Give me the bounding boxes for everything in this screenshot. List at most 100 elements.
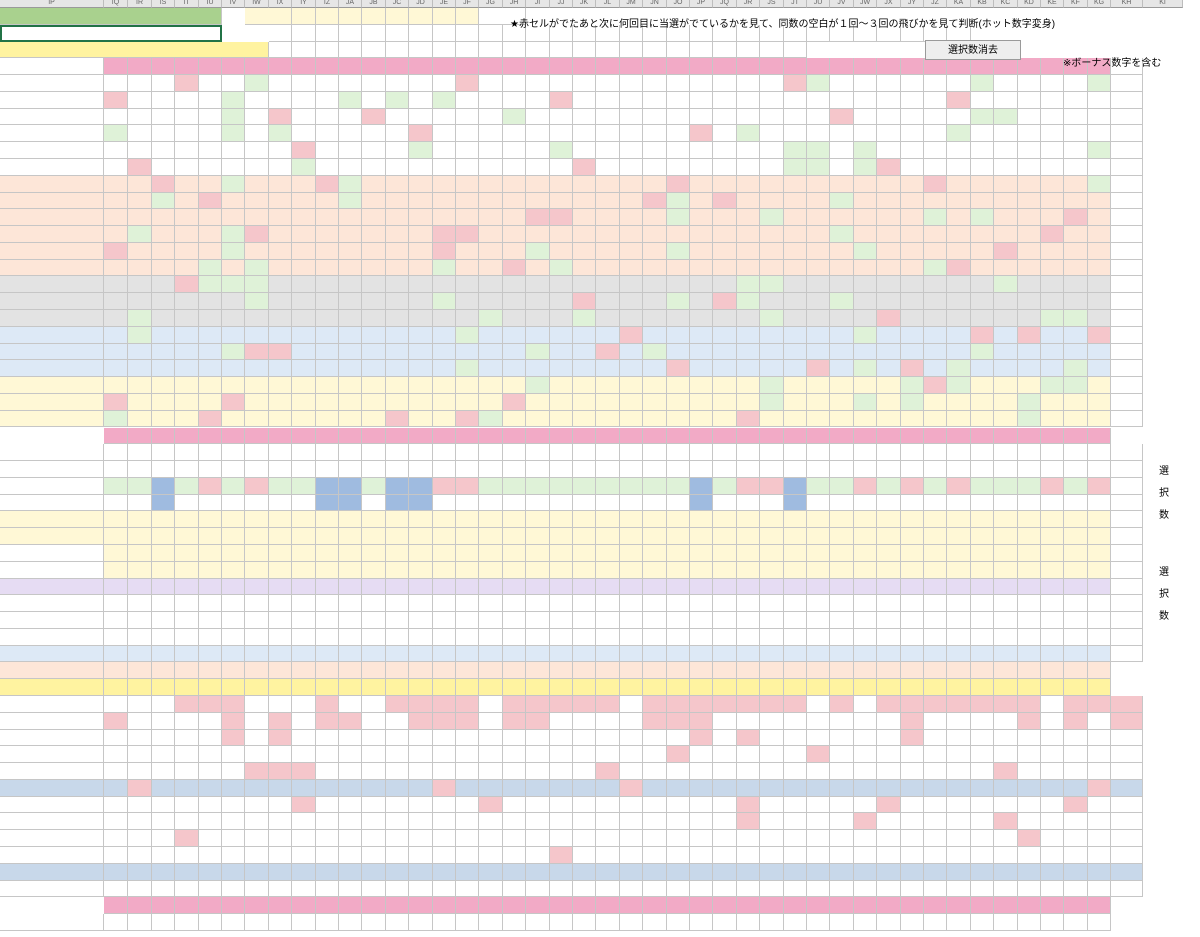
- stat-cell[interactable]: [971, 847, 994, 864]
- draw-cell[interactable]: [1041, 343, 1064, 361]
- draw-cell[interactable]: [1041, 410, 1064, 428]
- stat-cell[interactable]: [784, 863, 807, 881]
- number-header[interactable]: [456, 58, 479, 76]
- draw-cell[interactable]: [175, 125, 199, 143]
- draw-cell[interactable]: [994, 91, 1018, 109]
- stat-cell[interactable]: [550, 712, 573, 730]
- hit-cell[interactable]: [924, 377, 947, 394]
- stat-cell[interactable]: [386, 746, 409, 764]
- draw-cell[interactable]: [316, 192, 339, 210]
- analysis-cell[interactable]: [784, 528, 807, 545]
- stat-cell[interactable]: [362, 880, 386, 898]
- hits-label[interactable]: [0, 914, 104, 931]
- missing-label[interactable]: [0, 662, 104, 680]
- draw-id[interactable]: [0, 192, 104, 210]
- analysis-cell[interactable]: [971, 628, 994, 646]
- hits-value[interactable]: [807, 914, 830, 931]
- analysis-cell[interactable]: [924, 494, 947, 512]
- draw-cell[interactable]: [409, 175, 433, 193]
- analysis-cell[interactable]: [667, 444, 690, 462]
- draw-cell[interactable]: [807, 108, 830, 126]
- column-header-ka[interactable]: KA: [947, 0, 971, 8]
- draw-cell[interactable]: [503, 410, 526, 428]
- stat-cell[interactable]: [620, 763, 643, 780]
- stat-cell[interactable]: [1064, 729, 1088, 747]
- draw-cell[interactable]: [901, 326, 924, 344]
- stat-cell[interactable]: [175, 729, 199, 747]
- draw-cell[interactable]: [924, 108, 947, 126]
- draw-cell[interactable]: [1018, 226, 1041, 243]
- column-header-je[interactable]: JE: [433, 0, 456, 8]
- bonus-value[interactable]: [1111, 75, 1143, 92]
- draw-cell[interactable]: [830, 91, 854, 109]
- analysis-cell[interactable]: [292, 494, 316, 512]
- analysis-cell[interactable]: [456, 494, 479, 512]
- draw-cell[interactable]: [1088, 192, 1111, 210]
- draw-cell[interactable]: [245, 175, 269, 193]
- hits-value[interactable]: [667, 914, 690, 931]
- analysis-cell[interactable]: [362, 494, 386, 512]
- draw-cell[interactable]: [386, 293, 409, 311]
- hits-value[interactable]: [222, 914, 245, 931]
- stat-cell[interactable]: [901, 830, 924, 847]
- analysis-cell[interactable]: [433, 444, 456, 462]
- stat-cell[interactable]: [479, 746, 503, 764]
- analysis-cell[interactable]: [245, 578, 269, 596]
- stat-cell[interactable]: [760, 880, 784, 898]
- stat-cell[interactable]: [456, 729, 479, 747]
- draw-cell[interactable]: [152, 125, 175, 143]
- draw-cell[interactable]: [175, 326, 199, 344]
- draw-cell[interactable]: [1018, 192, 1041, 210]
- bonus-value[interactable]: [1111, 209, 1143, 227]
- period-index[interactable]: [292, 24, 316, 42]
- stat-cell[interactable]: [994, 813, 1018, 831]
- analysis-cell[interactable]: [690, 477, 713, 495]
- column-header-kh[interactable]: KH: [1111, 0, 1143, 8]
- draw-cell[interactable]: [479, 326, 503, 344]
- analysis-cell[interactable]: [269, 494, 292, 512]
- analysis-cell[interactable]: [1018, 461, 1041, 478]
- analysis-label[interactable]: [0, 612, 104, 629]
- number-header[interactable]: [901, 58, 924, 76]
- stat-cell[interactable]: [386, 729, 409, 747]
- draw-cell[interactable]: [386, 276, 409, 294]
- column-header-iv[interactable]: IV: [222, 0, 245, 8]
- analysis-cell[interactable]: [245, 628, 269, 646]
- draw-cell[interactable]: [690, 360, 713, 378]
- draw-cell[interactable]: [1088, 343, 1111, 361]
- analysis-cell[interactable]: [526, 461, 550, 478]
- analysis-cell[interactable]: [807, 612, 830, 629]
- analysis-cell[interactable]: [433, 477, 456, 495]
- analysis-cell[interactable]: [901, 578, 924, 596]
- hits-value[interactable]: [994, 914, 1018, 931]
- draw-cell[interactable]: [292, 326, 316, 344]
- number-header[interactable]: [222, 427, 245, 445]
- number-header[interactable]: [1018, 58, 1041, 76]
- analysis-cell[interactable]: [713, 544, 737, 562]
- stat-cell[interactable]: [409, 712, 433, 730]
- draw-cell[interactable]: [713, 310, 737, 327]
- stat-cell[interactable]: [643, 746, 667, 764]
- analysis-cell[interactable]: [152, 444, 175, 462]
- hit-cell[interactable]: [199, 410, 222, 428]
- analysis-cell[interactable]: [830, 612, 854, 629]
- analysis-cell[interactable]: [807, 595, 830, 613]
- pick-number[interactable]: [386, 8, 409, 25]
- draw-cell[interactable]: [503, 159, 526, 176]
- stat-cell[interactable]: [854, 712, 877, 730]
- draw-cell[interactable]: [596, 175, 620, 193]
- analysis-cell[interactable]: [479, 612, 503, 629]
- draw-cell[interactable]: [479, 343, 503, 361]
- stat-cell[interactable]: [245, 695, 269, 713]
- bonus-value[interactable]: [1111, 343, 1143, 361]
- analysis-cell[interactable]: [713, 511, 737, 529]
- draw-cell[interactable]: [409, 310, 433, 327]
- bonus-value[interactable]: [1111, 192, 1143, 210]
- draw-cell[interactable]: [316, 142, 339, 159]
- period-value[interactable]: [596, 41, 620, 59]
- stat-cell[interactable]: [362, 695, 386, 713]
- draw-cell[interactable]: [784, 276, 807, 294]
- hit-cell[interactable]: [830, 192, 854, 210]
- stat-cell[interactable]: [152, 729, 175, 747]
- hit-cell[interactable]: [456, 360, 479, 378]
